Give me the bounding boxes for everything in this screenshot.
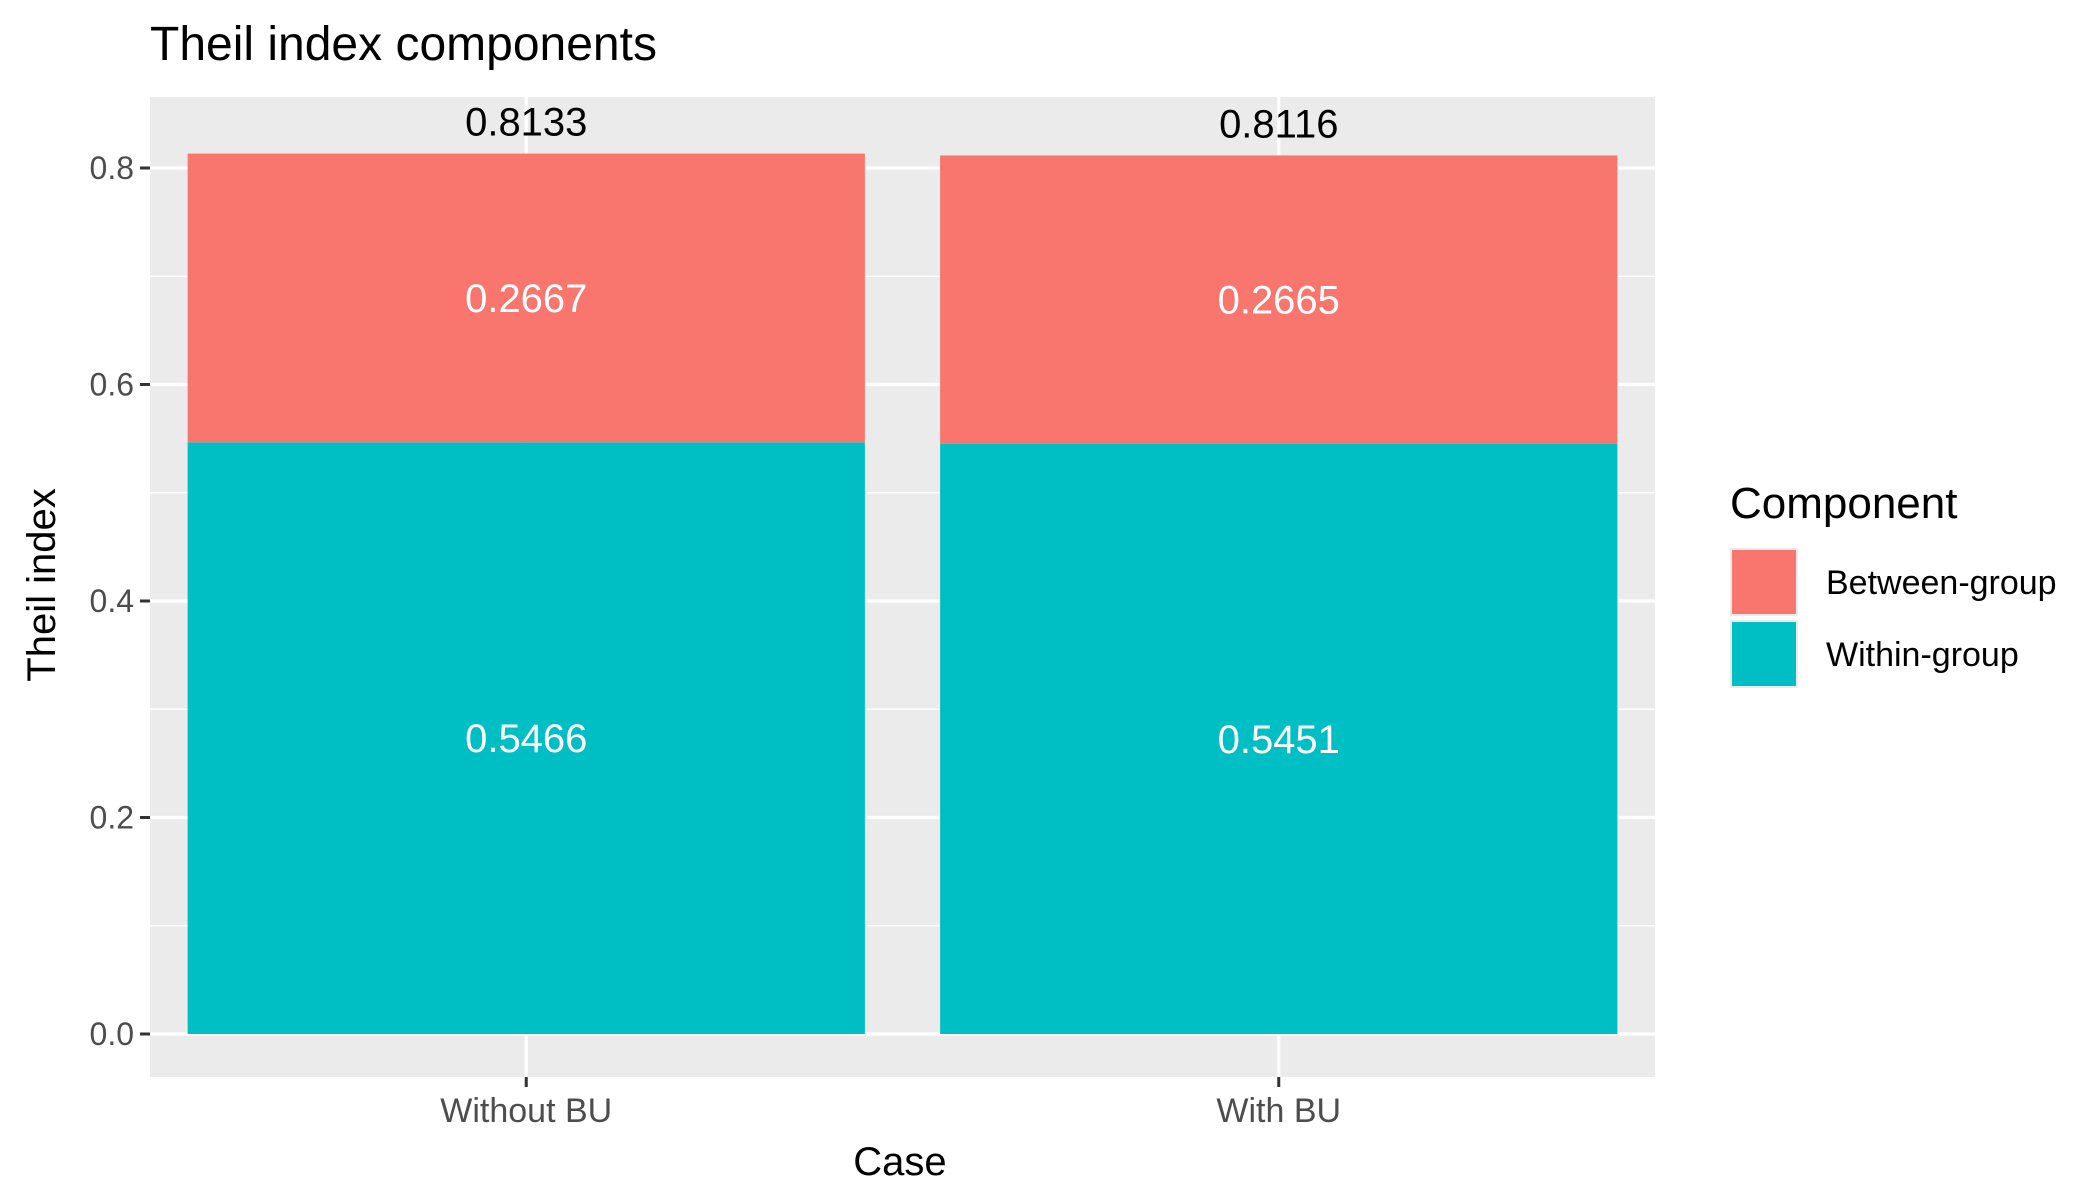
legend-swatch-between-group: [1732, 550, 1796, 614]
y-tick-label: 0.8: [90, 150, 134, 186]
x-axis: Without BU With BU: [440, 1077, 1341, 1130]
y-tick-label: 0.6: [90, 367, 134, 403]
data-label-between-group: 0.2665: [1218, 279, 1340, 323]
bar-segment-within-group: [940, 443, 1618, 1034]
bar-segment-within-group: [187, 442, 865, 1034]
y-axis: 0.0 0.2 0.4 0.6 0.8: [90, 150, 150, 1052]
chart-title: Theil index components: [150, 18, 657, 71]
legend-title: Component: [1730, 479, 1957, 528]
legend-label-between-group: Between-group: [1826, 564, 2057, 602]
data-label-within-group: 0.5466: [465, 717, 587, 761]
data-label-between-group: 0.2667: [465, 277, 587, 321]
total-label: 0.8116: [1219, 102, 1338, 146]
bar-labels: 0.5466 0.2667 0.8133 0.5451 0.2665 0.8116: [465, 101, 1340, 762]
x-tick-label: Without BU: [440, 1092, 612, 1130]
y-tick-label: 0.2: [90, 800, 134, 836]
bars: [187, 153, 1618, 1034]
bar-segment-between-group: [187, 153, 865, 443]
legend: Component Between-group Within-group: [1730, 479, 2057, 688]
legend-label-within-group: Within-group: [1826, 636, 2019, 674]
y-tick-label: 0.0: [90, 1016, 134, 1052]
legend-swatch-within-group: [1732, 622, 1796, 686]
bar-segment-between-group: [940, 155, 1618, 444]
x-tick-label: With BU: [1216, 1092, 1341, 1130]
y-tick-label: 0.4: [90, 583, 134, 619]
y-axis-title: Theil index: [20, 488, 64, 681]
total-label: 0.8133: [465, 101, 587, 145]
data-label-within-group: 0.5451: [1218, 718, 1340, 762]
x-axis-title: Case: [853, 1140, 946, 1184]
